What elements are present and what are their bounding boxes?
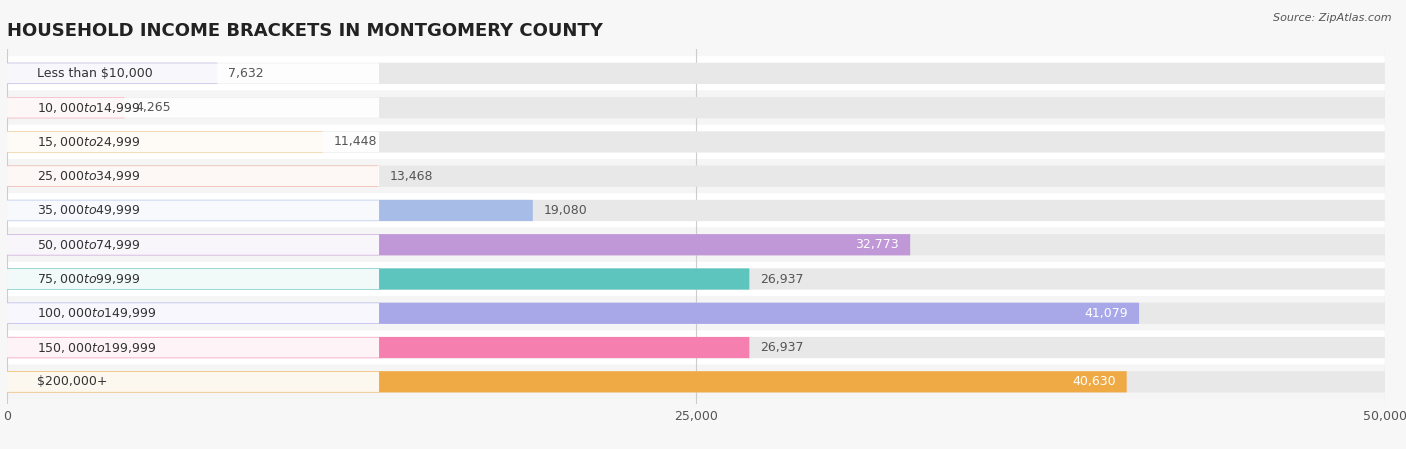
FancyBboxPatch shape <box>7 63 1385 84</box>
Text: 4,265: 4,265 <box>135 101 172 114</box>
FancyBboxPatch shape <box>7 131 1385 153</box>
Text: 7,632: 7,632 <box>228 67 264 80</box>
FancyBboxPatch shape <box>7 194 1385 228</box>
FancyBboxPatch shape <box>7 337 1385 358</box>
FancyBboxPatch shape <box>7 365 1385 399</box>
FancyBboxPatch shape <box>7 166 380 186</box>
FancyBboxPatch shape <box>7 296 1385 330</box>
Text: 40,630: 40,630 <box>1071 375 1116 388</box>
FancyBboxPatch shape <box>7 269 1385 290</box>
FancyBboxPatch shape <box>7 166 378 187</box>
Text: $15,000 to $24,999: $15,000 to $24,999 <box>37 135 141 149</box>
Text: $200,000+: $200,000+ <box>37 375 107 388</box>
Text: 32,773: 32,773 <box>855 238 900 251</box>
FancyBboxPatch shape <box>7 371 1385 392</box>
Text: $50,000 to $74,999: $50,000 to $74,999 <box>37 238 141 252</box>
FancyBboxPatch shape <box>7 159 1385 194</box>
FancyBboxPatch shape <box>7 166 1385 187</box>
Text: 19,080: 19,080 <box>544 204 588 217</box>
Text: 26,937: 26,937 <box>761 341 804 354</box>
FancyBboxPatch shape <box>7 303 380 323</box>
FancyBboxPatch shape <box>7 269 380 289</box>
Text: 13,468: 13,468 <box>389 170 433 183</box>
Text: $25,000 to $34,999: $25,000 to $34,999 <box>37 169 141 183</box>
Text: $100,000 to $149,999: $100,000 to $149,999 <box>37 306 156 320</box>
FancyBboxPatch shape <box>7 132 380 152</box>
FancyBboxPatch shape <box>7 228 1385 262</box>
FancyBboxPatch shape <box>7 56 1385 91</box>
FancyBboxPatch shape <box>7 338 380 358</box>
Text: $150,000 to $199,999: $150,000 to $199,999 <box>37 340 156 355</box>
Text: $10,000 to $14,999: $10,000 to $14,999 <box>37 101 141 114</box>
FancyBboxPatch shape <box>7 303 1385 324</box>
FancyBboxPatch shape <box>7 131 322 153</box>
FancyBboxPatch shape <box>7 63 380 84</box>
Text: $75,000 to $99,999: $75,000 to $99,999 <box>37 272 141 286</box>
Text: 11,448: 11,448 <box>333 136 377 149</box>
FancyBboxPatch shape <box>7 371 1126 392</box>
FancyBboxPatch shape <box>7 269 749 290</box>
FancyBboxPatch shape <box>7 200 1385 221</box>
FancyBboxPatch shape <box>7 234 1385 255</box>
FancyBboxPatch shape <box>7 125 1385 159</box>
FancyBboxPatch shape <box>7 97 125 118</box>
FancyBboxPatch shape <box>7 330 1385 365</box>
Text: 26,937: 26,937 <box>761 273 804 286</box>
FancyBboxPatch shape <box>7 63 218 84</box>
Text: HOUSEHOLD INCOME BRACKETS IN MONTGOMERY COUNTY: HOUSEHOLD INCOME BRACKETS IN MONTGOMERY … <box>7 22 603 40</box>
FancyBboxPatch shape <box>7 97 380 118</box>
FancyBboxPatch shape <box>7 337 749 358</box>
Text: 41,079: 41,079 <box>1084 307 1128 320</box>
FancyBboxPatch shape <box>7 262 1385 296</box>
FancyBboxPatch shape <box>7 200 533 221</box>
Text: $35,000 to $49,999: $35,000 to $49,999 <box>37 203 141 217</box>
FancyBboxPatch shape <box>7 91 1385 125</box>
FancyBboxPatch shape <box>7 97 1385 118</box>
Text: Source: ZipAtlas.com: Source: ZipAtlas.com <box>1274 13 1392 23</box>
FancyBboxPatch shape <box>7 234 910 255</box>
FancyBboxPatch shape <box>7 303 1139 324</box>
Text: Less than $10,000: Less than $10,000 <box>37 67 152 80</box>
FancyBboxPatch shape <box>7 372 380 392</box>
FancyBboxPatch shape <box>7 200 380 220</box>
FancyBboxPatch shape <box>7 235 380 255</box>
